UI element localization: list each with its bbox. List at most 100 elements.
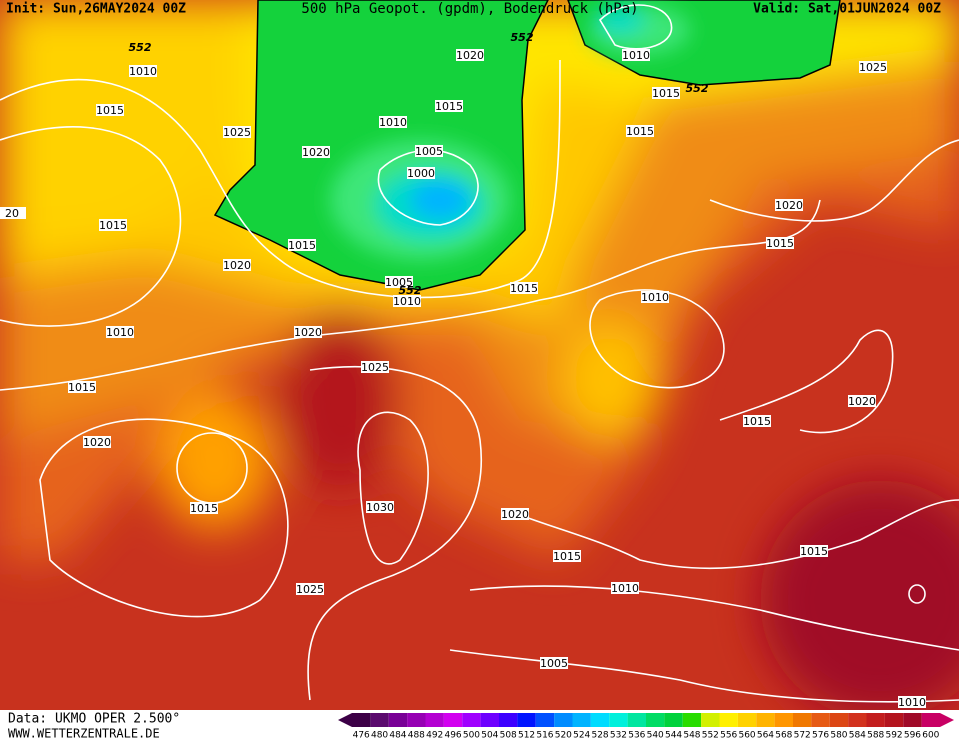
- isobar-label: 1020: [775, 199, 803, 212]
- isobar-label: 1015: [626, 125, 654, 138]
- isobar-label: 1010: [641, 291, 669, 304]
- label-box: [553, 550, 581, 562]
- isobar-label: 552: [686, 82, 709, 95]
- scale-swatch: [425, 713, 444, 727]
- scale-swatch: [848, 713, 867, 727]
- isobar-label: 1020: [456, 49, 484, 62]
- isobar-label: 1020: [83, 436, 111, 449]
- isobar-label: 1025: [223, 126, 251, 139]
- scale-swatch: [664, 713, 683, 727]
- isobar-label: 1025: [859, 61, 887, 74]
- label-box: [302, 146, 330, 158]
- isobar-label: 1015: [743, 415, 771, 428]
- isobar-label: 1015: [766, 237, 794, 250]
- label-box: [848, 395, 876, 407]
- scale-label: 576: [812, 731, 829, 741]
- map-title: 500 hPa Geopot. (gpdm), Bodendruck (hPa): [301, 1, 638, 17]
- label-box: [190, 502, 218, 514]
- scale-label: 580: [830, 731, 847, 741]
- isobar-label: 1020: [223, 259, 251, 272]
- scale-swatch: [884, 713, 904, 727]
- scale-label: 596: [904, 731, 921, 741]
- label-box: [99, 219, 127, 231]
- scale-swatch: [480, 713, 499, 727]
- scale-label: 508: [500, 731, 517, 741]
- label-box: [456, 49, 484, 61]
- scale-label: 492: [426, 731, 443, 741]
- isobar-label: 1015: [510, 282, 538, 295]
- scale-label: 560: [738, 731, 755, 741]
- isobar-label: 20: [5, 207, 19, 220]
- label-box: [83, 436, 111, 448]
- isobar-label: 1010: [622, 49, 650, 62]
- label-box: [223, 259, 251, 271]
- isobar-label: 1015: [435, 100, 463, 113]
- label-box: [766, 237, 794, 249]
- valid-time: Valid: Sat,01JUN2024 00Z: [753, 2, 941, 17]
- scale-label: 544: [665, 731, 682, 741]
- scale-swatch: [407, 713, 426, 727]
- isobar-label: 552: [511, 31, 534, 44]
- isobar-label: 1020: [848, 395, 876, 408]
- data-source: Data: UKMO OPER 2.500°: [8, 712, 180, 727]
- scale-swatch: [627, 713, 646, 727]
- color-scale: 476 480 484 488 492 496 500 504 508 512 516 520 524 5…: [338, 713, 954, 741]
- scale-swatch: [443, 713, 463, 727]
- scale-label: 500: [463, 731, 480, 741]
- isobar-label: 1015: [68, 381, 96, 394]
- scale-label: 484: [389, 731, 406, 741]
- scale-label: 524: [573, 731, 590, 741]
- scale-label: 516: [536, 731, 553, 741]
- scale-swatch: [774, 713, 793, 727]
- scale-swatch: [609, 713, 628, 727]
- scale-label: 520: [555, 731, 572, 741]
- label-box: [366, 501, 394, 513]
- isobar-label: 1025: [296, 583, 324, 596]
- scale-label: 488: [408, 731, 425, 741]
- scale-label: 496: [444, 731, 461, 741]
- scale-swatch: [829, 713, 849, 727]
- scale-swatch: [646, 713, 665, 727]
- scale-swatch: [462, 713, 481, 727]
- scale-swatch: [388, 713, 408, 727]
- label-box: [393, 295, 421, 307]
- isobar-label: 1025: [361, 361, 389, 374]
- label-box: [415, 145, 443, 157]
- scale-swatch: [499, 713, 518, 727]
- label-box: [288, 239, 316, 251]
- scale-swatch: [701, 713, 720, 727]
- scale-label: 512: [518, 731, 535, 741]
- isobar-label: 1010: [393, 295, 421, 308]
- label-box: [611, 582, 639, 594]
- label-box: [435, 100, 463, 112]
- isobar-label: 1015: [553, 550, 581, 563]
- isobar-label: 1010: [129, 65, 157, 78]
- label-box: [379, 116, 407, 128]
- isobar-label: 1015: [288, 239, 316, 252]
- scale-label: 588: [867, 731, 884, 741]
- scale-swatch: [866, 713, 885, 727]
- website: WWW.WETTERZENTRALE.DE: [8, 727, 160, 741]
- label-box: [296, 583, 324, 595]
- scale-label: 572: [794, 731, 811, 741]
- isobar-label: 1015: [190, 502, 218, 515]
- scale-swatch: [719, 713, 738, 727]
- isobars: [0, 4, 959, 703]
- scale-label: 600: [922, 731, 939, 741]
- label-box: [96, 104, 124, 116]
- label-box: [407, 167, 435, 179]
- scale-label: 528: [591, 731, 608, 741]
- scale-swatch: [793, 713, 812, 727]
- scale-label: 540: [647, 731, 664, 741]
- isobar-label: 1010: [611, 582, 639, 595]
- label-box: [540, 657, 568, 669]
- scale-swatch: [370, 713, 389, 727]
- isobar-label: 1020: [302, 146, 330, 159]
- isobar-label: 1010: [379, 116, 407, 129]
- label-box: [129, 65, 157, 77]
- label-box: [510, 282, 538, 294]
- label-box: [294, 326, 322, 338]
- scale-swatch: [590, 713, 610, 727]
